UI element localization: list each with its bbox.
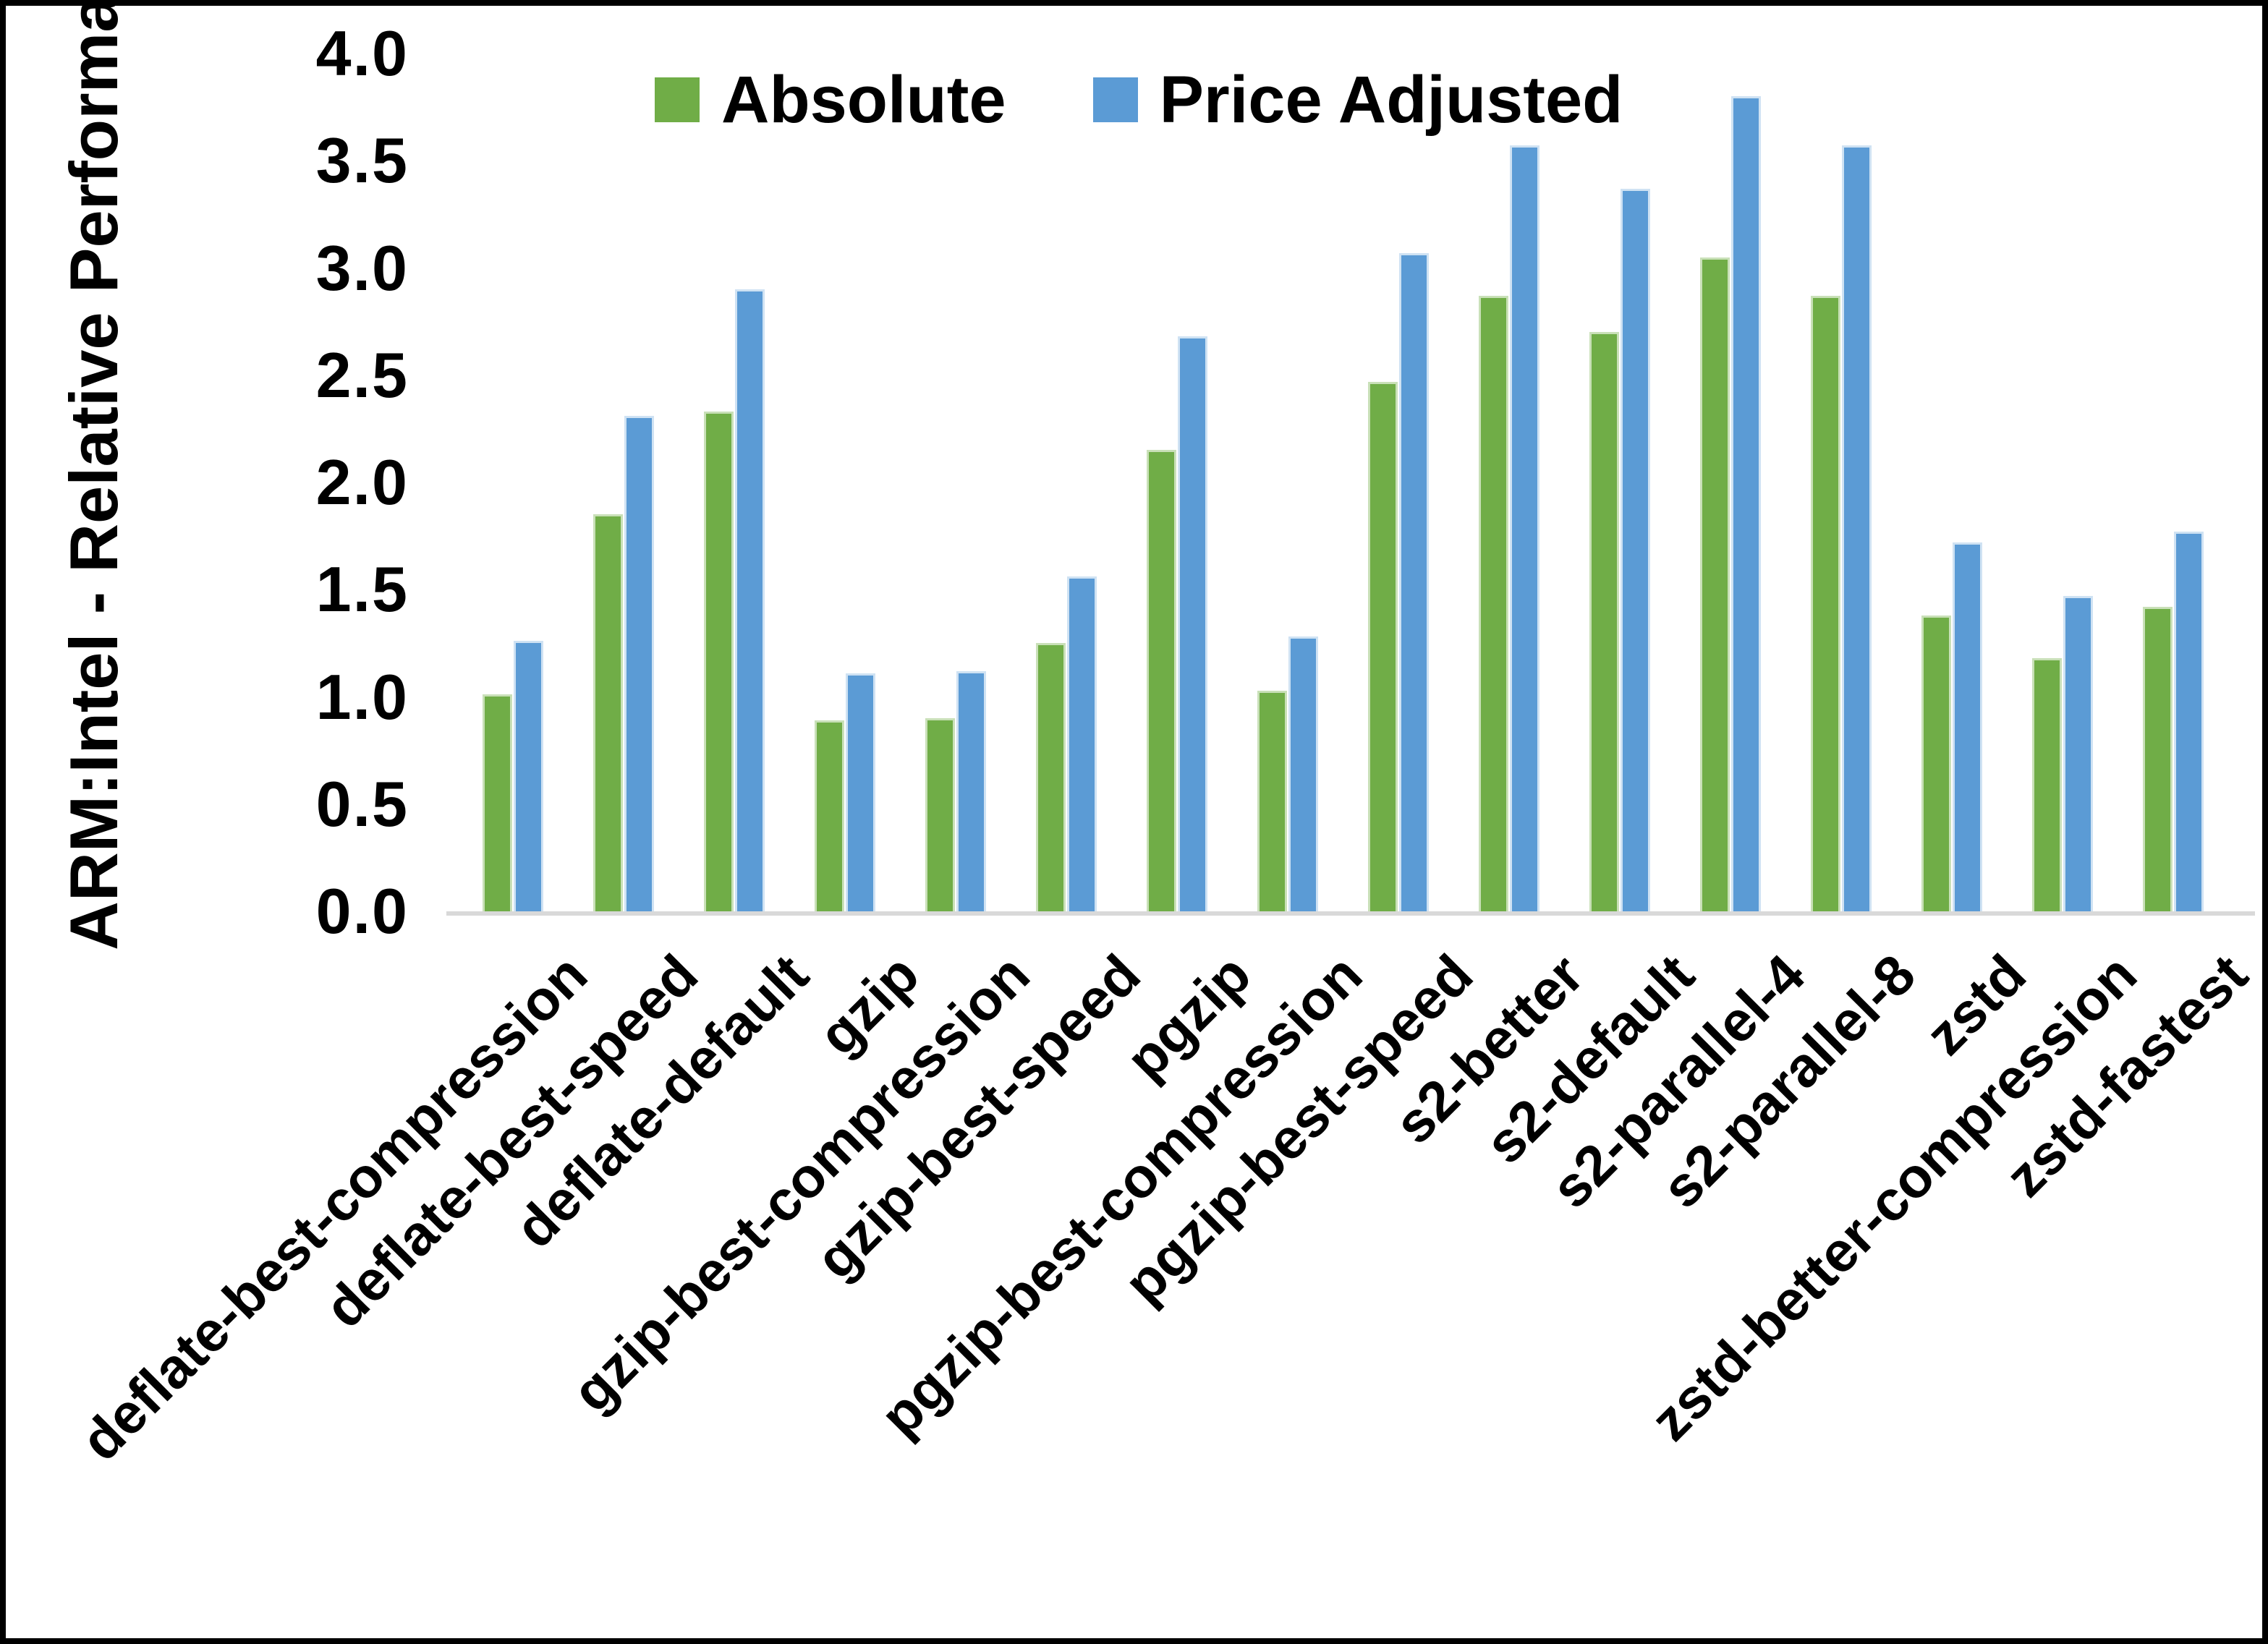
y-tick-label-3.5: 3.5 xyxy=(315,124,409,196)
bar-price-adjusted-deflate-best-speed xyxy=(624,416,654,911)
legend-swatch-price-adjusted xyxy=(1092,77,1138,122)
bar-price-adjusted-gzip-best-speed xyxy=(1067,576,1097,911)
x-axis-line xyxy=(446,911,2255,916)
bar-absolute-gzip-best-speed xyxy=(1036,643,1066,911)
y-tick-label-0.5: 0.5 xyxy=(315,768,409,840)
legend-item-price-adjusted: Price Adjusted xyxy=(1092,63,1623,137)
y-tick-label-4.0: 4.0 xyxy=(315,17,409,89)
legend-label-absolute: Absolute xyxy=(721,63,1006,137)
bar-absolute-s2-parallel-4 xyxy=(1700,257,1730,911)
legend-item-absolute: Absolute xyxy=(655,67,1006,133)
legend-label-price-adjusted: Price Adjusted xyxy=(1159,63,1623,137)
bar-absolute-deflate-default xyxy=(704,412,734,911)
bar-absolute-zstd-fastest xyxy=(2143,607,2173,911)
bar-price-adjusted-deflate-default xyxy=(735,289,765,911)
bar-price-adjusted-gzip xyxy=(846,673,875,911)
bar-price-adjusted-zstd xyxy=(1953,542,1982,911)
bar-absolute-s2-default xyxy=(1589,332,1619,911)
bar-absolute-pgzip-best-compression xyxy=(1257,691,1287,911)
bar-price-adjusted-pgzip xyxy=(1178,336,1207,911)
bar-absolute-zstd xyxy=(1921,616,1951,911)
bar-absolute-gzip-best-compression xyxy=(925,718,955,911)
bar-price-adjusted-s2-parallel-4 xyxy=(1731,96,1761,911)
bar-absolute-pgzip-best-speed xyxy=(1368,382,1398,911)
bar-price-adjusted-pgzip-best-compression xyxy=(1288,636,1318,911)
y-axis-title: ARM:Intel - Relative Performance xyxy=(56,0,132,950)
bar-price-adjusted-gzip-best-compression xyxy=(956,671,986,911)
y-tick-label-1.5: 1.5 xyxy=(315,553,409,625)
bar-absolute-s2-parallel-8 xyxy=(1811,296,1840,911)
bar-price-adjusted-s2-default xyxy=(1621,189,1650,911)
bar-price-adjusted-zstd-fastest xyxy=(2174,532,2204,911)
y-tick-label-1.0: 1.0 xyxy=(315,661,409,733)
legend: Absolute Price Adjusted xyxy=(655,67,1623,133)
bar-price-adjusted-deflate-best-compression xyxy=(514,641,543,911)
legend-swatch-absolute xyxy=(655,77,700,122)
bar-absolute-deflate-best-compression xyxy=(483,694,512,911)
bar-price-adjusted-s2-better xyxy=(1510,145,1539,911)
bar-absolute-deflate-best-speed xyxy=(593,514,623,911)
y-tick-label-0.0: 0.0 xyxy=(315,875,409,947)
bar-absolute-zstd-better-compression xyxy=(2032,658,2062,911)
bar-absolute-pgzip xyxy=(1147,450,1176,911)
y-tick-label-2.0: 2.0 xyxy=(315,446,409,518)
bar-price-adjusted-pgzip-best-speed xyxy=(1399,253,1429,911)
bar-price-adjusted-zstd-better-compression xyxy=(2063,596,2093,911)
y-tick-label-2.5: 2.5 xyxy=(315,339,409,411)
y-tick-label-3.0: 3.0 xyxy=(315,232,409,304)
bar-absolute-gzip xyxy=(815,720,844,911)
bar-price-adjusted-s2-parallel-8 xyxy=(1842,145,1872,911)
plot-area xyxy=(449,54,2250,911)
bar-absolute-s2-better xyxy=(1479,296,1508,911)
